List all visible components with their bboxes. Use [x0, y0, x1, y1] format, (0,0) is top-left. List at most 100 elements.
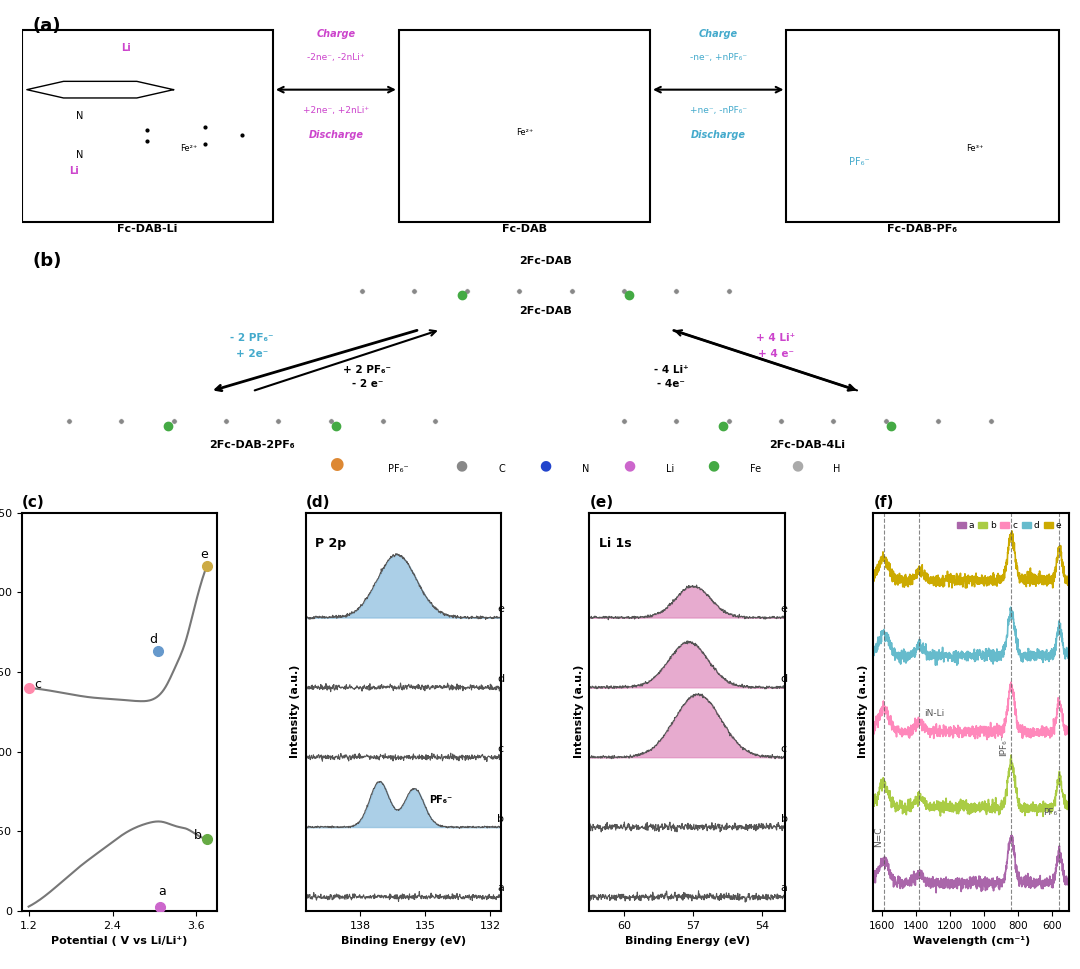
Text: (f): (f) — [874, 495, 894, 510]
Text: 2Fc-DAB: 2Fc-DAB — [519, 257, 571, 266]
a — [930, 887, 943, 898]
Text: +2ne⁻, +2nLi⁺: +2ne⁻, +2nLi⁺ — [302, 106, 369, 114]
e — [983, 574, 996, 585]
Text: - 2 e⁻: - 2 e⁻ — [352, 379, 383, 389]
d — [1004, 602, 1017, 613]
X-axis label: Binding Energy (eV): Binding Energy (eV) — [341, 936, 465, 946]
Text: d: d — [781, 673, 787, 684]
Text: Fe²⁺: Fe²⁺ — [180, 144, 198, 153]
a — [906, 872, 919, 884]
a — [928, 880, 941, 891]
X-axis label: Potential ( V vs Li/Li⁺): Potential ( V vs Li/Li⁺) — [52, 936, 188, 946]
a — [1005, 829, 1018, 841]
Text: a: a — [781, 884, 787, 893]
Text: N: N — [76, 150, 83, 160]
Text: c: c — [781, 743, 787, 754]
e — [867, 569, 880, 580]
b — [1037, 811, 1050, 823]
Text: e: e — [497, 604, 504, 614]
Text: ●: ● — [707, 458, 719, 472]
b — [976, 802, 989, 814]
Text: c: c — [35, 678, 41, 691]
Text: H: H — [834, 464, 841, 474]
Text: N=C: N=C — [875, 827, 883, 847]
Text: ●: ● — [623, 458, 635, 472]
Text: (a): (a) — [32, 16, 60, 35]
Text: (c): (c) — [22, 495, 44, 510]
Text: d: d — [497, 673, 504, 684]
b — [867, 797, 880, 809]
Text: ●: ● — [539, 458, 552, 472]
d — [929, 659, 942, 671]
Text: +ne⁻, -nPF₆⁻: +ne⁻, -nPF₆⁻ — [690, 106, 746, 114]
Text: C: C — [498, 464, 505, 474]
e — [1063, 575, 1076, 586]
e — [909, 565, 922, 577]
Text: - 4 Li⁺: - 4 Li⁺ — [653, 365, 688, 375]
FancyBboxPatch shape — [399, 30, 650, 222]
Text: ●: ● — [791, 458, 802, 472]
Text: Li 1s: Li 1s — [599, 537, 632, 549]
b — [1063, 800, 1076, 812]
e — [906, 575, 919, 586]
c — [976, 724, 989, 735]
Y-axis label: Intensity (a.u.): Intensity (a.u.) — [858, 665, 868, 759]
Text: Li: Li — [121, 43, 132, 53]
Text: b: b — [194, 829, 202, 842]
Text: (b): (b) — [32, 252, 62, 270]
Text: PF₆⁻: PF₆⁻ — [430, 795, 453, 804]
d — [976, 647, 989, 659]
a — [867, 871, 880, 883]
Text: ●: ● — [328, 454, 343, 473]
Y-axis label: Intensity (a.u.): Intensity (a.u.) — [289, 665, 300, 759]
d — [1042, 649, 1055, 661]
d — [867, 641, 880, 653]
Text: (d): (d) — [306, 495, 330, 510]
b — [1004, 749, 1017, 761]
a — [976, 876, 989, 888]
Text: - 2 PF₆⁻: - 2 PF₆⁻ — [230, 333, 274, 343]
Text: 2Fc-DAB: 2Fc-DAB — [519, 305, 571, 316]
Text: c: c — [497, 743, 503, 754]
Text: Fc-DAB: Fc-DAB — [502, 224, 546, 234]
d — [928, 652, 941, 664]
Text: a: a — [159, 885, 166, 898]
Text: N: N — [76, 111, 83, 121]
FancyBboxPatch shape — [22, 30, 273, 222]
Text: - 4e⁻: - 4e⁻ — [657, 379, 685, 389]
c — [981, 734, 994, 745]
Text: + 2 PF₆⁻: + 2 PF₆⁻ — [343, 365, 391, 375]
FancyBboxPatch shape — [786, 30, 1058, 222]
d — [909, 646, 922, 658]
a — [1042, 876, 1055, 888]
Text: 2Fc-DAB-4Li: 2Fc-DAB-4Li — [769, 440, 846, 451]
Text: Fe: Fe — [750, 464, 760, 474]
Text: + 4 e⁻: + 4 e⁻ — [758, 349, 794, 359]
Text: (e): (e) — [590, 495, 613, 510]
c — [909, 717, 922, 729]
Text: Fc-DAB-PF₆: Fc-DAB-PF₆ — [888, 224, 958, 234]
c — [1004, 676, 1017, 688]
Text: Fe²⁺: Fe²⁺ — [516, 128, 534, 138]
Text: Discharge: Discharge — [309, 130, 363, 140]
X-axis label: Wavelength (cm⁻¹): Wavelength (cm⁻¹) — [913, 936, 1030, 946]
Text: e: e — [781, 604, 787, 614]
Text: ●: ● — [456, 458, 468, 472]
Text: Li: Li — [69, 167, 79, 176]
Line: d: d — [874, 608, 1069, 665]
b — [1042, 806, 1055, 818]
c — [928, 726, 941, 737]
b — [928, 805, 941, 817]
Text: Charge: Charge — [699, 29, 738, 39]
e — [959, 582, 972, 594]
Text: 2Fc-DAB-2PF₆: 2Fc-DAB-2PF₆ — [210, 440, 295, 451]
X-axis label: Binding Energy (eV): Binding Energy (eV) — [625, 936, 750, 946]
Text: Charge: Charge — [316, 29, 355, 39]
Line: a: a — [874, 835, 1069, 892]
Legend: a, b, c, d, e: a, b, c, d, e — [954, 517, 1065, 534]
Text: Fe³⁺: Fe³⁺ — [967, 144, 984, 153]
Text: -ne⁻, +nPF₆⁻: -ne⁻, +nPF₆⁻ — [690, 53, 746, 62]
Text: iN-Li: iN-Li — [924, 709, 945, 718]
a — [909, 873, 922, 885]
Text: Fc-DAB-Li: Fc-DAB-Li — [117, 224, 177, 234]
